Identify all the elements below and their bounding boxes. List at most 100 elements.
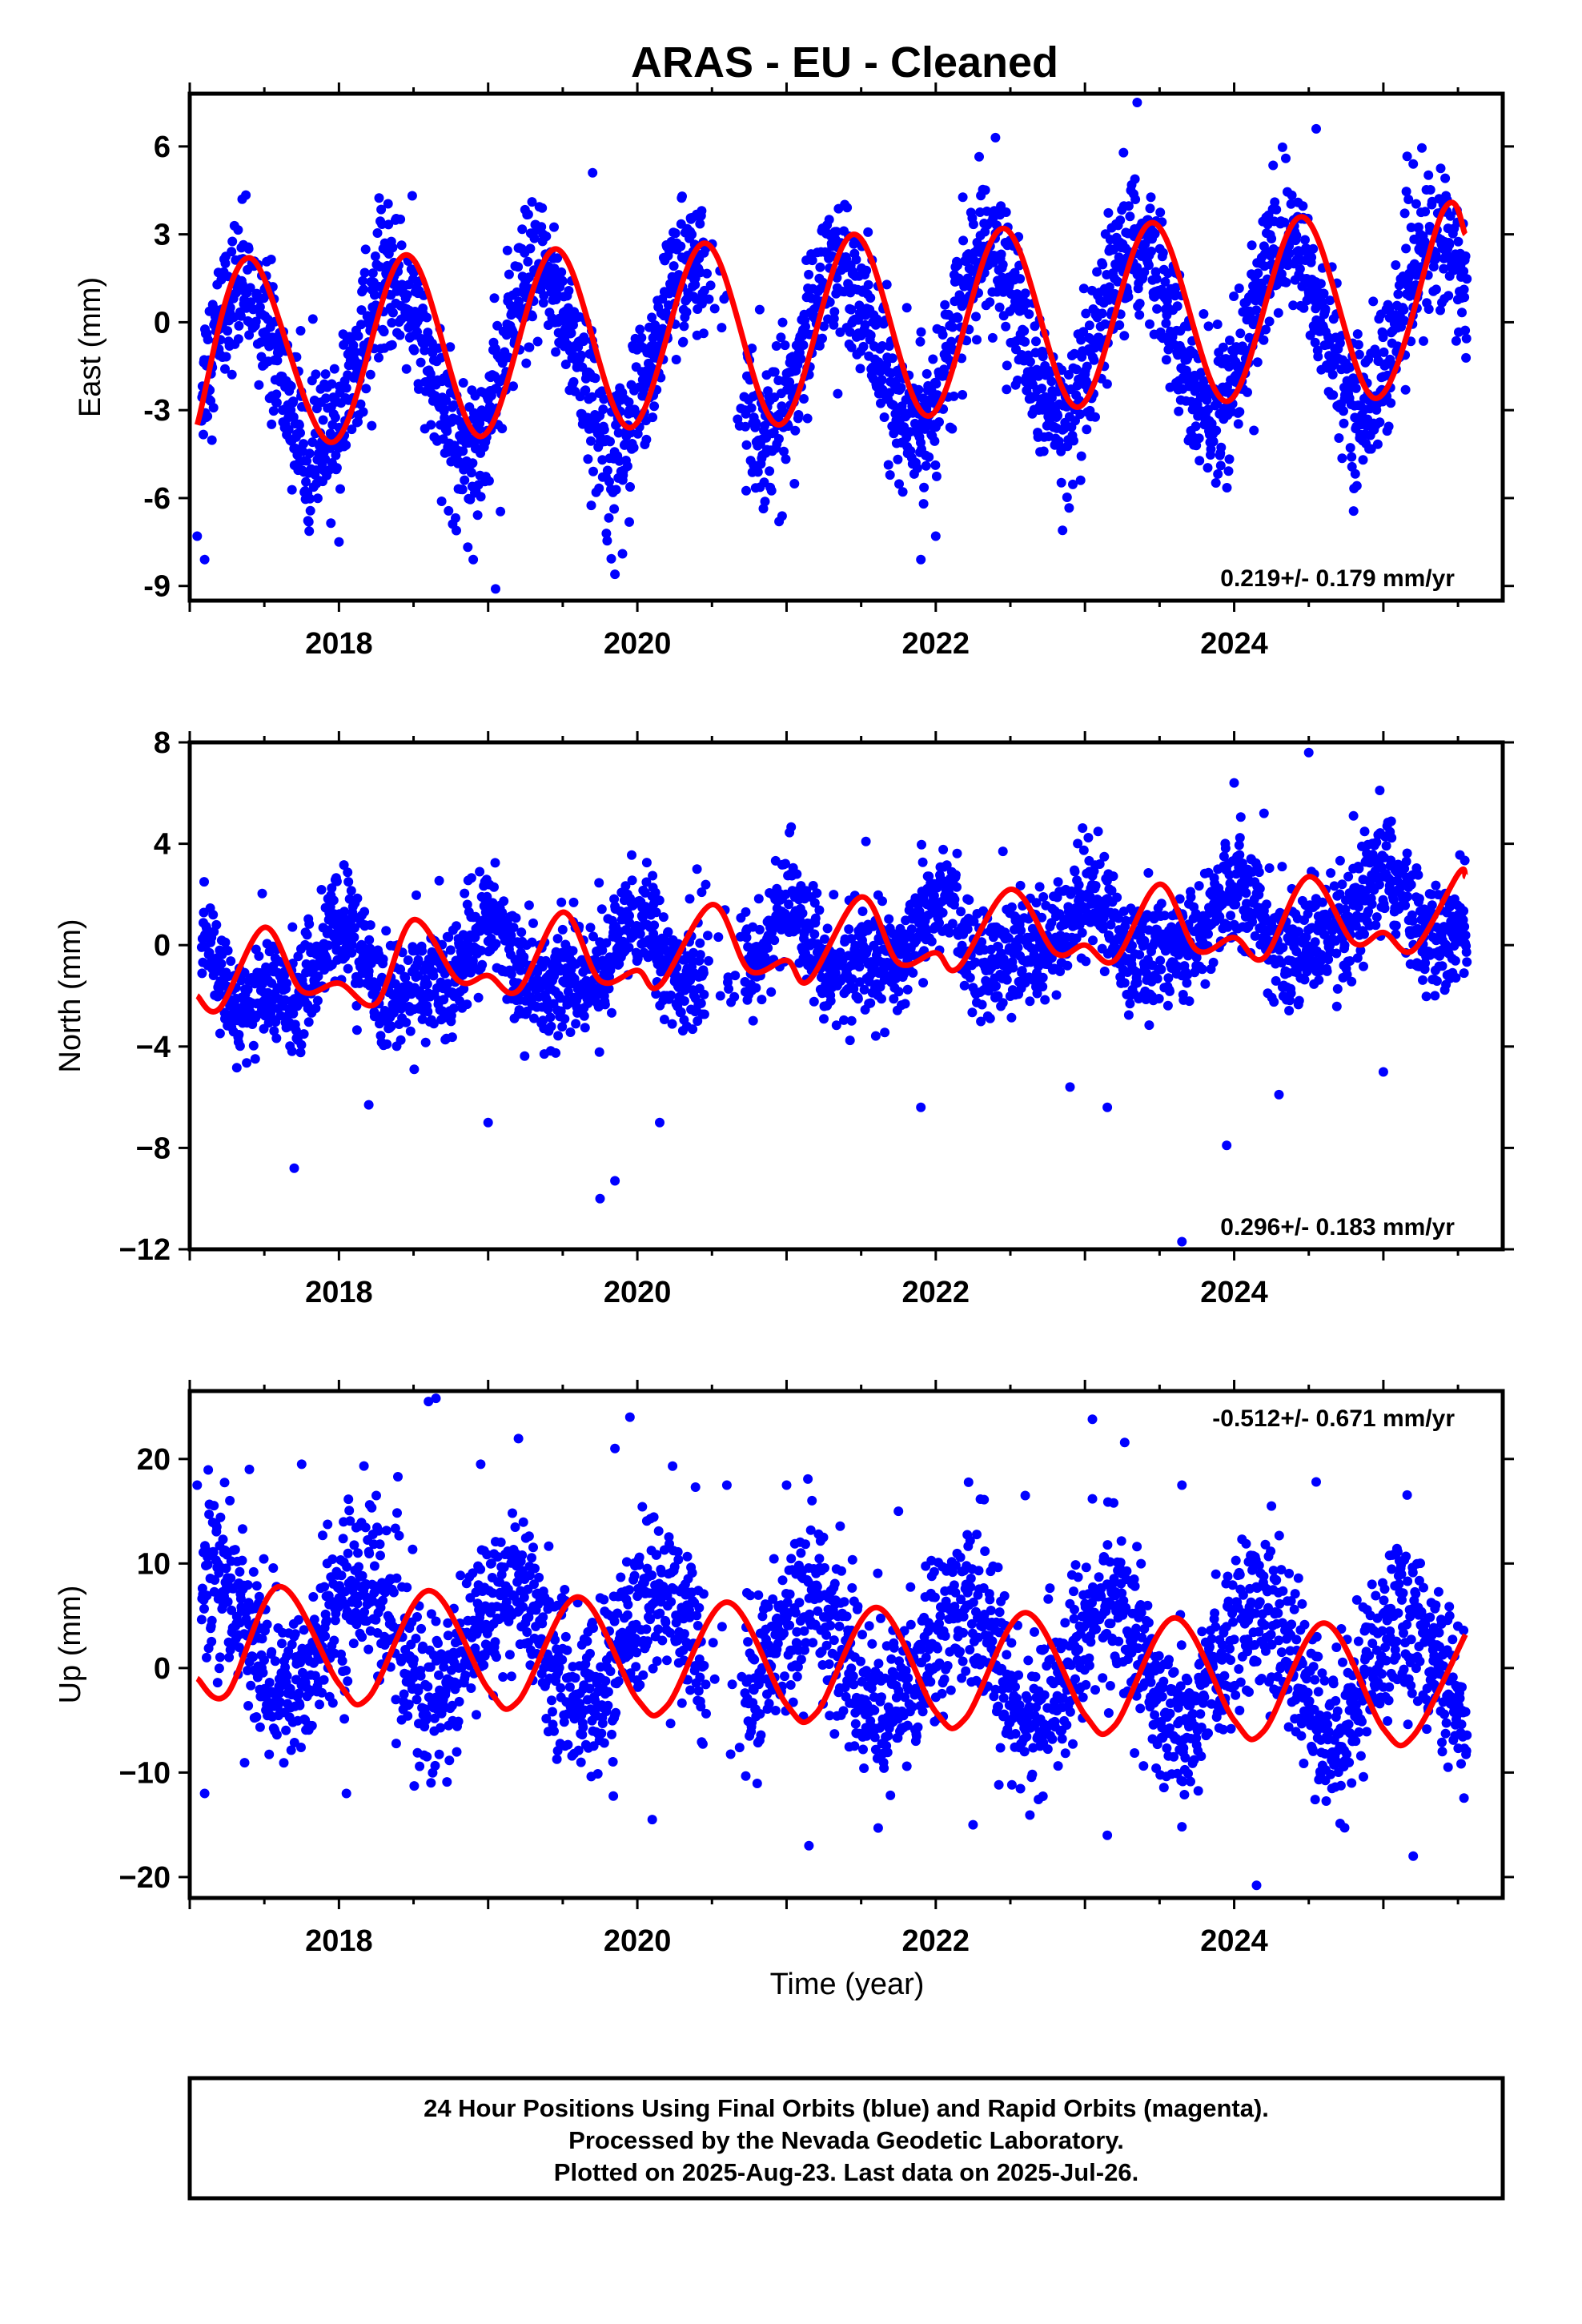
data-point <box>753 894 764 904</box>
data-point <box>624 397 634 408</box>
data-point <box>312 493 323 504</box>
data-point <box>658 912 669 923</box>
data-point <box>1307 252 1317 263</box>
data-point <box>316 885 327 895</box>
data-point <box>998 259 1008 270</box>
data-point <box>809 996 819 1007</box>
data-point <box>1224 361 1234 372</box>
data-point <box>211 919 222 930</box>
data-point <box>833 388 843 399</box>
data-point <box>940 300 950 310</box>
data-point <box>1070 348 1079 359</box>
data-point <box>786 822 797 832</box>
data-point <box>926 936 937 947</box>
data-point <box>1038 446 1049 456</box>
data-point <box>1213 469 1223 479</box>
data-point <box>363 966 374 976</box>
data-point <box>717 323 727 333</box>
data-point <box>1015 274 1026 284</box>
data-point <box>604 513 614 523</box>
data-point <box>1431 250 1441 260</box>
data-point <box>231 1063 242 1073</box>
data-point <box>463 542 473 553</box>
data-point <box>1460 251 1471 261</box>
outlier-point <box>1408 159 1419 169</box>
data-point <box>880 1027 890 1038</box>
data-point <box>1252 357 1263 368</box>
data-point <box>591 991 601 1001</box>
data-point <box>1097 308 1107 319</box>
data-point <box>291 1025 301 1035</box>
data-point <box>1281 277 1291 287</box>
data-point <box>1001 207 1011 217</box>
data-point <box>565 1027 576 1037</box>
data-point <box>1186 892 1196 903</box>
data-point <box>524 342 535 352</box>
data-point <box>1115 215 1126 225</box>
data-point <box>326 518 336 529</box>
data-point <box>477 959 488 970</box>
data-point <box>663 927 673 937</box>
data-point <box>1118 147 1129 158</box>
data-point <box>624 517 634 527</box>
data-point <box>1098 259 1108 270</box>
data-point <box>412 890 421 900</box>
data-point <box>1090 881 1101 891</box>
data-point <box>1287 190 1297 200</box>
data-point <box>854 962 865 972</box>
data-point <box>809 898 820 908</box>
data-point <box>876 398 885 408</box>
x-tick-label: 2018 <box>305 627 373 661</box>
data-point <box>897 487 908 497</box>
data-point <box>420 345 430 356</box>
data-point <box>374 352 383 363</box>
data-point <box>1308 243 1319 254</box>
data-point <box>1401 243 1411 254</box>
data-point <box>484 476 494 486</box>
data-point <box>523 256 533 267</box>
data-point <box>331 450 341 460</box>
data-point <box>1352 329 1363 340</box>
data-point <box>865 293 876 303</box>
data-point <box>444 932 454 943</box>
data-point <box>695 950 705 960</box>
data-point <box>1114 913 1124 923</box>
data-point <box>648 870 658 881</box>
data-point <box>647 312 657 323</box>
data-point <box>776 332 786 343</box>
data-point <box>676 241 686 251</box>
data-point <box>1068 479 1078 489</box>
data-point <box>1279 217 1290 227</box>
data-point <box>815 262 825 272</box>
data-point <box>810 913 821 923</box>
data-point <box>580 1023 590 1033</box>
data-point <box>267 419 277 429</box>
data-point <box>597 455 608 465</box>
data-point <box>1202 395 1212 405</box>
data-point <box>1045 368 1055 379</box>
outlier-point <box>588 167 598 178</box>
data-point <box>430 391 440 401</box>
data-point <box>1078 283 1089 294</box>
data-point <box>491 939 501 949</box>
x-tick-label: 2020 <box>604 627 672 661</box>
data-point <box>275 1011 286 1021</box>
data-point <box>1064 503 1074 513</box>
data-point <box>1174 894 1185 904</box>
data-point <box>624 911 634 921</box>
data-point <box>220 937 231 947</box>
data-point <box>953 313 963 323</box>
data-point <box>947 322 958 332</box>
data-point <box>1461 352 1472 363</box>
data-point <box>659 1015 669 1024</box>
data-point <box>1399 304 1409 315</box>
data-point <box>271 397 282 408</box>
data-point <box>436 497 447 506</box>
data-point <box>993 991 1003 1001</box>
data-point <box>1160 276 1170 287</box>
data-point <box>304 448 315 459</box>
data-point <box>958 192 968 203</box>
data-point <box>1199 309 1209 319</box>
data-point <box>1347 452 1357 462</box>
data-point <box>757 995 767 1005</box>
